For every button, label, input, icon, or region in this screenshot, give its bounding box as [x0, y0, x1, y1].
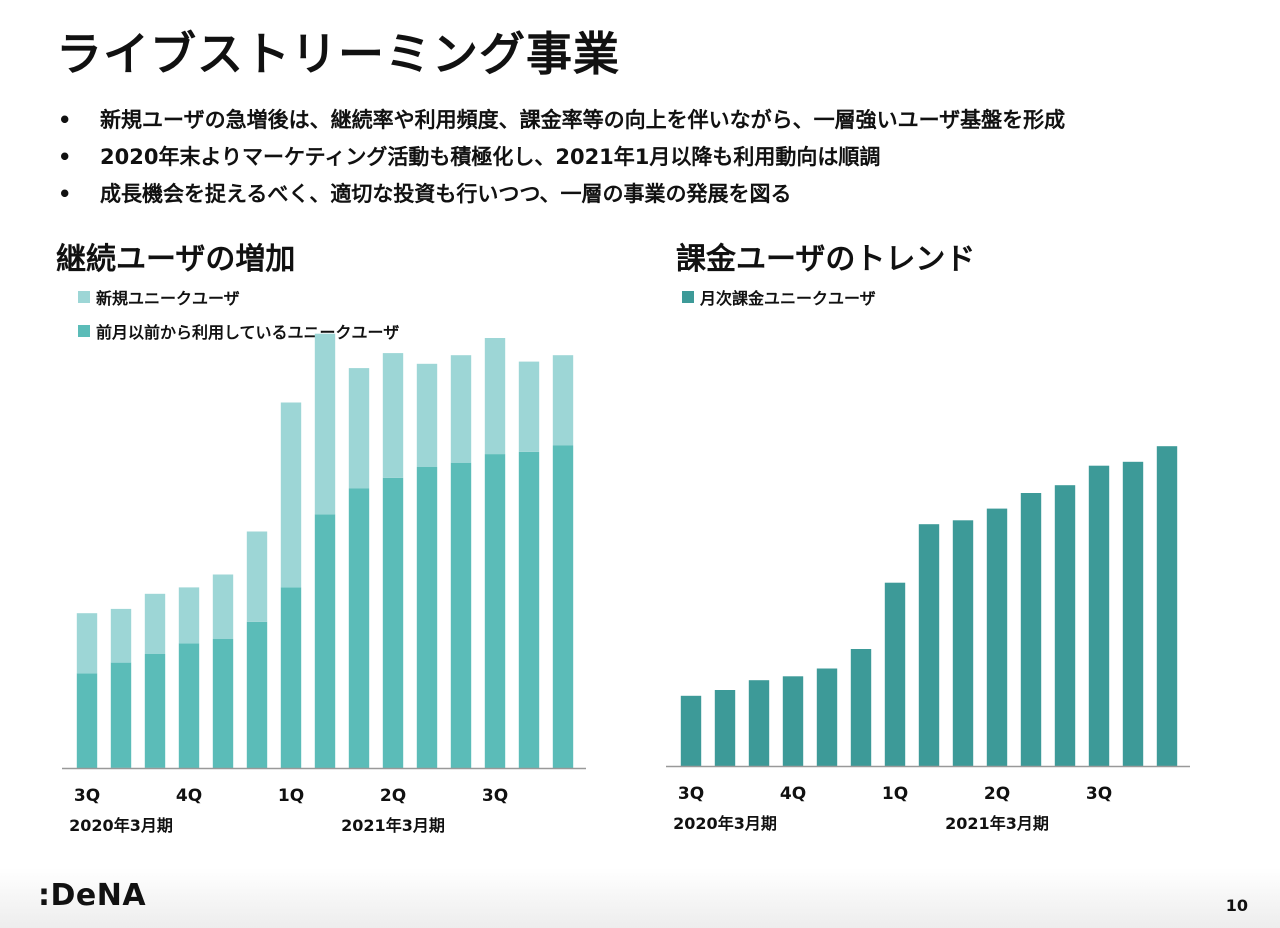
x-tick-label: 2Q [984, 784, 1010, 804]
page-number: 10 [1225, 896, 1248, 915]
bar-paying-users-5 [816, 668, 838, 766]
bar-existing-users-4 [178, 643, 200, 768]
legend-item-paying-users: 月次課金ユニークユーザ [682, 280, 876, 314]
bar-existing-users-10 [382, 477, 404, 769]
chart-title-retained-users: 継続ユーザの増加 [56, 242, 296, 277]
bar-existing-users-6 [246, 621, 268, 768]
bar-new-users-6 [246, 531, 268, 622]
bar-paying-users-15 [1156, 446, 1178, 766]
bar-paying-users-2 [714, 690, 736, 766]
x-tick-label: 3Q [1086, 784, 1112, 804]
bar-paying-users-13 [1088, 465, 1110, 766]
bar-new-users-4 [178, 587, 200, 644]
bar-new-users-14 [518, 361, 540, 452]
x-tick-label: 3Q [482, 786, 508, 806]
x-tick-label: 2Q [380, 786, 406, 806]
legend-paying-users: 月次課金ユニークユーザ [682, 280, 876, 314]
bar-paying-users-14 [1122, 461, 1144, 766]
dena-logo: :DeNA [38, 878, 147, 913]
footer-shade [0, 868, 1280, 928]
period-label: 2021年3月期 [341, 816, 445, 835]
bullet-list: • 新規ユーザの急増後は、継続率や利用頻度、課金率等の向上を伴いながら、一層強いユ… [56, 102, 1065, 213]
bar-new-users-9 [348, 368, 370, 489]
bar-new-users-1 [76, 613, 98, 674]
bar-existing-users-7 [280, 587, 302, 768]
bullet-text: 成長機会を捉えるべく、適切な投資も行いつつ、一層の事業の発展を図る [100, 182, 792, 206]
bullet-item: • 2020年末よりマーケティング活動も積極化し、2021年1月以降も利用動向は順… [56, 139, 1065, 176]
legend-label-paying-users: 月次課金ユニークユーザ [700, 289, 876, 308]
bullet-text: 2020年末よりマーケティング活動も積極化し、2021年1月以降も利用動向は順調 [100, 145, 881, 169]
bar-existing-users-2 [110, 662, 132, 768]
bar-paying-users-1 [680, 695, 702, 766]
bar-new-users-13 [484, 338, 506, 455]
period-label: 2020年3月期 [69, 816, 173, 835]
bullet-text: 新規ユーザの急増後は、継続率や利用頻度、課金率等の向上を伴いながら、一層強いユー… [100, 108, 1066, 132]
period-label: 2021年3月期 [945, 814, 1049, 833]
bar-paying-users-3 [748, 680, 770, 766]
x-tick-label: 3Q [74, 786, 100, 806]
bar-new-users-12 [450, 355, 472, 463]
bar-existing-users-5 [212, 639, 234, 768]
x-tick-label: 4Q [176, 786, 202, 806]
bar-new-users-11 [416, 363, 438, 467]
bar-existing-users-9 [348, 488, 370, 768]
legend-swatch-paying-users [682, 291, 694, 303]
bar-paying-users-9 [952, 520, 974, 766]
legend-swatch-new-users [78, 291, 90, 303]
period-label: 2020年3月期 [673, 814, 777, 833]
bar-paying-users-7 [884, 582, 906, 766]
x-tick-label: 1Q [882, 784, 908, 804]
x-tick-label: 3Q [678, 784, 704, 804]
chart-title-paying-users: 課金ユーザのトレンド [676, 242, 976, 277]
bar-existing-users-15 [552, 445, 574, 768]
bar-new-users-10 [382, 353, 404, 478]
bullet-item: • 新規ユーザの急増後は、継続率や利用頻度、課金率等の向上を伴いながら、一層強いユ… [56, 102, 1065, 139]
bar-new-users-5 [212, 574, 234, 639]
legend-item-new-users: 新規ユニークユーザ [78, 280, 399, 314]
bar-new-users-2 [110, 608, 132, 663]
bullet-mark: • [58, 145, 72, 169]
bar-paying-users-10 [986, 508, 1008, 766]
bar-existing-users-12 [450, 462, 472, 768]
bar-existing-users-11 [416, 467, 438, 768]
bar-new-users-8 [314, 333, 336, 515]
bar-paying-users-8 [918, 524, 940, 766]
bullet-item: • 成長機会を捉えるべく、適切な投資も行いつつ、一層の事業の発展を図る [56, 176, 1065, 213]
bar-paying-users-6 [850, 649, 872, 766]
bullet-mark: • [58, 108, 72, 132]
bullet-mark: • [58, 182, 72, 206]
bar-new-users-7 [280, 402, 302, 588]
bar-paying-users-12 [1054, 485, 1076, 766]
bar-existing-users-1 [76, 673, 98, 768]
legend-label-new-users: 新規ユニークユーザ [96, 289, 240, 308]
bar-new-users-15 [552, 355, 574, 446]
bar-existing-users-3 [144, 654, 166, 768]
bar-paying-users-4 [782, 676, 804, 766]
bar-existing-users-13 [484, 454, 506, 768]
slide-title: ライブストリーミング事業 [56, 27, 620, 81]
bar-existing-users-14 [518, 451, 540, 768]
bar-existing-users-8 [314, 514, 336, 768]
bar-paying-users-11 [1020, 493, 1042, 766]
legend-swatch-existing-users [78, 325, 90, 337]
x-tick-label: 1Q [278, 786, 304, 806]
x-tick-label: 4Q [780, 784, 806, 804]
bar-new-users-3 [144, 593, 166, 654]
